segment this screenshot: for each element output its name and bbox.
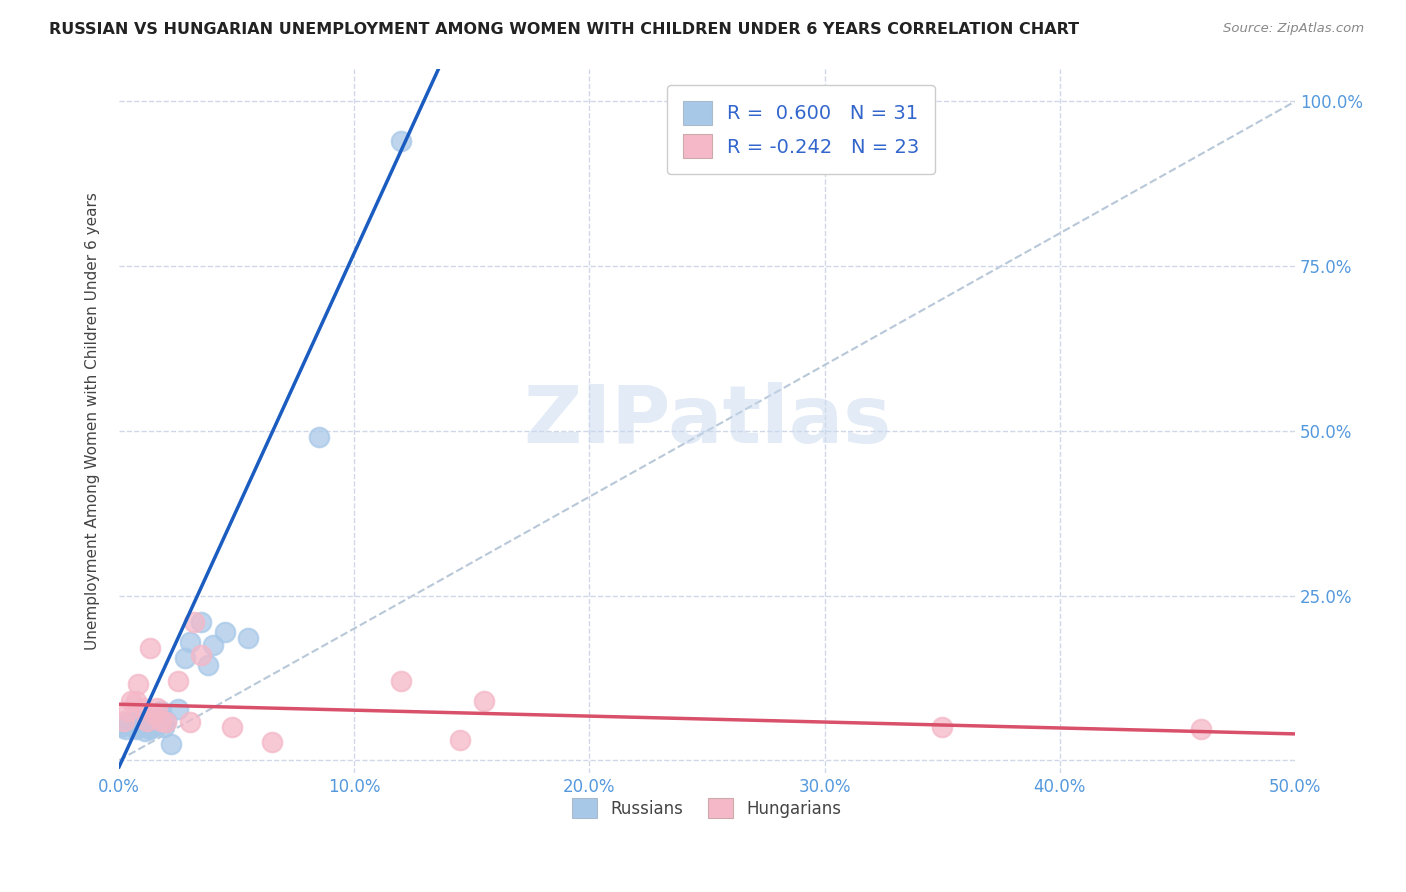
Point	[112, 717, 135, 731]
Point	[221, 720, 243, 734]
Point	[166, 674, 188, 689]
Text: ZIPatlas: ZIPatlas	[523, 382, 891, 460]
Point	[115, 722, 138, 736]
Point	[389, 674, 412, 689]
Point	[150, 704, 173, 718]
Point	[238, 632, 260, 646]
Point	[136, 714, 159, 728]
Point	[155, 714, 177, 728]
Point	[179, 714, 201, 729]
Point	[1189, 722, 1212, 736]
Point	[117, 714, 139, 729]
Point	[308, 430, 330, 444]
Point	[122, 720, 145, 734]
Point	[166, 702, 188, 716]
Point	[159, 737, 181, 751]
Point	[141, 720, 163, 734]
Point	[389, 134, 412, 148]
Legend: Russians, Hungarians: Russians, Hungarians	[565, 791, 848, 825]
Point	[131, 717, 153, 731]
Point	[124, 694, 146, 708]
Point	[197, 657, 219, 672]
Point	[202, 638, 225, 652]
Point	[145, 708, 167, 723]
Point	[190, 648, 212, 662]
Point	[150, 714, 173, 728]
Point	[127, 714, 149, 728]
Point	[120, 694, 142, 708]
Point	[179, 634, 201, 648]
Point	[190, 615, 212, 629]
Point	[449, 733, 471, 747]
Point	[110, 720, 132, 734]
Text: RUSSIAN VS HUNGARIAN UNEMPLOYMENT AMONG WOMEN WITH CHILDREN UNDER 6 YEARS CORREL: RUSSIAN VS HUNGARIAN UNEMPLOYMENT AMONG …	[49, 22, 1080, 37]
Point	[145, 700, 167, 714]
Y-axis label: Unemployment Among Women with Children Under 6 years: Unemployment Among Women with Children U…	[86, 192, 100, 650]
Point	[138, 722, 160, 736]
Point	[143, 714, 166, 728]
Point	[136, 714, 159, 729]
Point	[112, 714, 135, 728]
Text: Source: ZipAtlas.com: Source: ZipAtlas.com	[1223, 22, 1364, 36]
Point	[124, 722, 146, 736]
Point	[472, 694, 495, 708]
Point	[127, 677, 149, 691]
Point	[152, 720, 174, 734]
Point	[134, 723, 156, 738]
Point	[148, 717, 170, 731]
Point	[214, 624, 236, 639]
Point	[155, 714, 177, 729]
Point	[120, 717, 142, 731]
Point	[117, 704, 139, 718]
Point	[143, 707, 166, 722]
Point	[183, 615, 205, 629]
Point	[931, 720, 953, 734]
Point	[131, 700, 153, 714]
Point	[138, 641, 160, 656]
Point	[260, 735, 283, 749]
Point	[174, 651, 197, 665]
Point	[129, 720, 152, 734]
